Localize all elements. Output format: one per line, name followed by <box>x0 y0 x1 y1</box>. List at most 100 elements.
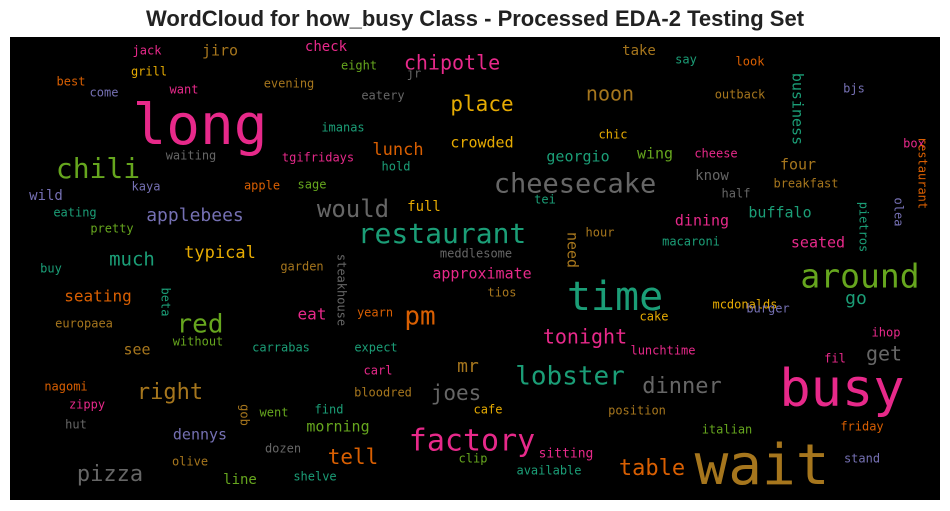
word-eight: eight <box>341 59 377 73</box>
word-position: position <box>608 404 666 418</box>
word-carrabas: carrabas <box>252 341 310 355</box>
word-tgifridays: tgifridays <box>282 151 354 165</box>
word-cheese: cheese <box>694 147 737 161</box>
word-need: need <box>564 232 582 268</box>
word-gob: gob <box>238 404 252 426</box>
word-bjs: bjs <box>843 82 865 96</box>
word-business: business <box>789 73 807 145</box>
word-went: went <box>260 406 289 420</box>
word-right: right <box>137 380 203 405</box>
word-clip: clip <box>459 452 488 466</box>
word-tell: tell <box>328 445 379 469</box>
word-restaurant: restaurant <box>358 217 527 250</box>
word-four: four <box>780 156 816 174</box>
word-friday: friday <box>840 420 883 434</box>
word-burger: burger <box>746 302 789 316</box>
word-cheesecake: cheesecake <box>494 169 657 200</box>
word-tios: tios <box>488 286 517 300</box>
word-dennys: dennys <box>173 426 227 444</box>
word-see: see <box>123 341 150 359</box>
word-wing: wing <box>637 145 673 163</box>
word-hold: hold <box>382 160 411 174</box>
word-lunchtime: lunchtime <box>630 344 695 358</box>
word-buy: buy <box>40 262 62 276</box>
word-full: full <box>407 199 441 215</box>
word-cafe: cafe <box>474 403 503 417</box>
word-table: table <box>619 456 685 481</box>
word-go: go <box>845 288 867 309</box>
word-typical: typical <box>184 243 256 263</box>
word-garden: garden <box>280 260 323 274</box>
word-chic: chic <box>599 128 628 142</box>
word-much: much <box>109 249 155 271</box>
word-pretty: pretty <box>90 222 133 236</box>
word-wait: wait <box>695 433 830 498</box>
word-nagomi: nagomi <box>44 380 87 394</box>
word-without: without <box>173 335 224 349</box>
word-georgio: georgio <box>546 148 609 166</box>
word-mcdonalds: mcdonalds <box>712 298 777 312</box>
word-carl: carl <box>364 364 393 378</box>
word-come: come <box>90 86 119 100</box>
word-joes: joes <box>431 381 482 405</box>
word-around: around <box>800 257 919 296</box>
word-red: red <box>177 310 224 340</box>
word-dining: dining <box>675 212 729 230</box>
word-wild: wild <box>29 188 63 204</box>
word-shelve: shelve <box>293 470 336 484</box>
word-long: long <box>133 93 268 158</box>
word-dozen: dozen <box>265 442 301 456</box>
wordcloud-svg: long wait busy time around factory restaurant c… <box>29 39 930 498</box>
word-lunch: lunch <box>372 140 423 160</box>
word-applebees: applebees <box>146 205 244 226</box>
word-fil: fil <box>824 352 846 366</box>
word-stand: stand <box>844 452 880 466</box>
word-get: get <box>866 342 902 366</box>
word-eatery: eatery <box>361 89 404 103</box>
word-seating: seating <box>64 287 131 306</box>
word-would: would <box>317 195 389 223</box>
word-dinner: dinner <box>642 374 721 399</box>
chart-title: WordCloud for how_busy Class - Processed… <box>145 6 805 31</box>
word-find: find <box>315 403 344 417</box>
word-restaurant: restaurant <box>916 137 930 209</box>
word-pm: pm <box>404 302 435 332</box>
word-crowded: crowded <box>450 134 513 152</box>
word-hut: hut <box>65 418 87 432</box>
word-look: look <box>736 55 766 69</box>
word-sitting: sitting <box>539 447 594 462</box>
word-best: best <box>57 75 86 89</box>
word-sage: sage <box>298 178 327 192</box>
word-italian: italian <box>702 423 753 437</box>
word-jiro: jiro <box>202 42 238 60</box>
word-breakfast: breakfast <box>773 177 838 191</box>
word-want: want <box>170 83 199 97</box>
word-apple: apple <box>244 179 280 193</box>
word-tei: tei <box>534 193 556 207</box>
word-steakhouse: steakhouse <box>335 254 349 326</box>
word-busy: busy <box>779 359 904 419</box>
word-pizza: pizza <box>77 462 143 487</box>
word-meddlesome: meddlesome <box>440 247 512 261</box>
word-mr: mr <box>457 356 479 377</box>
word-factory: factory <box>409 424 535 459</box>
word-zippy: zippy <box>69 398 105 412</box>
word-eat: eat <box>298 305 327 324</box>
word-beta: beta <box>159 288 173 317</box>
word-yearn: yearn <box>357 306 393 320</box>
word-grill: grill <box>131 65 167 79</box>
word-olive: olive <box>172 455 208 469</box>
word-macaroni: macaroni <box>662 235 720 249</box>
word-place: place <box>450 92 513 116</box>
word-jr: jr <box>407 67 421 81</box>
word-cake: cake <box>640 310 669 324</box>
wordcloud-canvas: long wait busy time around factory restaurant c… <box>10 37 940 500</box>
word-approximate: approximate <box>432 265 531 283</box>
word-outback: outback <box>715 88 766 102</box>
word-seated: seated <box>791 234 845 252</box>
word-say: say <box>675 53 697 67</box>
word-hour: hour <box>586 226 615 240</box>
word-europaea: europaea <box>55 317 113 331</box>
word-jack: jack <box>133 44 163 58</box>
word-check: check <box>305 39 348 55</box>
